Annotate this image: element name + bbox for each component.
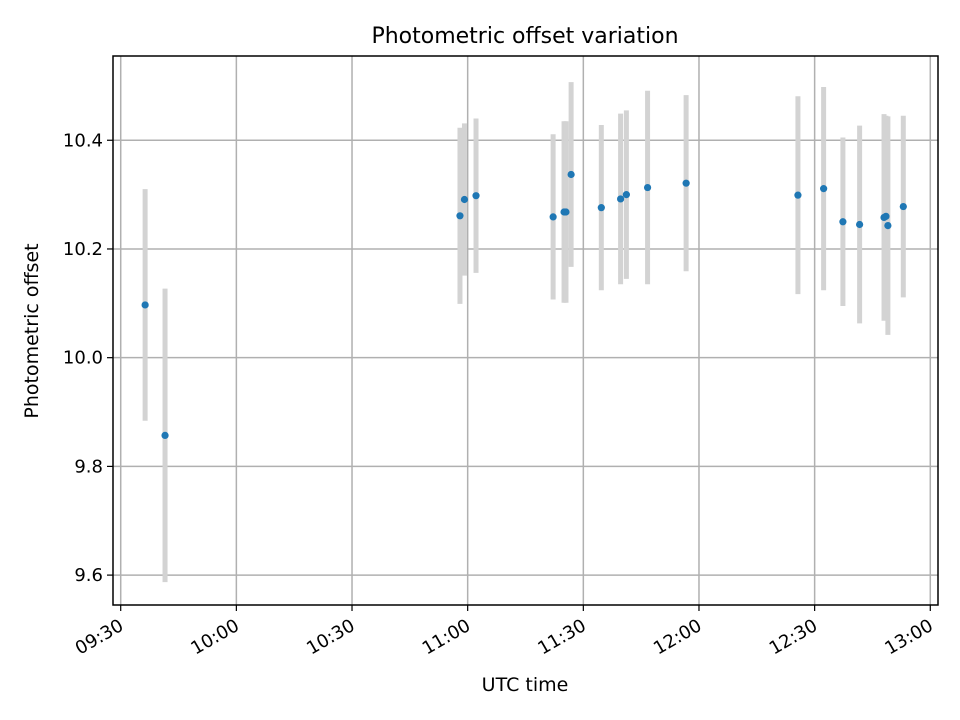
- data-point: [161, 431, 169, 440]
- x-tick-label: 11:00: [419, 615, 474, 659]
- data-point: [839, 218, 847, 226]
- plot-area-frame: [112, 55, 939, 606]
- x-tick-label: 12:30: [766, 615, 821, 659]
- y-tick-label: 10.0: [63, 348, 103, 369]
- y-tick-label: 9.8: [74, 456, 103, 477]
- y-tick-label: 9.6: [74, 565, 103, 586]
- data-point: [549, 213, 557, 221]
- data-point: [856, 220, 864, 229]
- data-point: [456, 212, 464, 220]
- y-axis-label: Photometric offset: [21, 243, 43, 418]
- data-point: [643, 183, 652, 192]
- data-point: [460, 195, 469, 204]
- data-point: [899, 202, 907, 211]
- y-tick-label: 10.4: [63, 130, 103, 151]
- data-point: [567, 170, 575, 179]
- data-point: [562, 208, 570, 216]
- error-bars: [142, 82, 906, 583]
- data-point: [820, 185, 828, 193]
- data-points: [141, 170, 907, 440]
- x-axis-ticks: 09:30 10:00 10:30 11:00 11:30 12:00 12:30 13:00: [72, 605, 937, 659]
- x-tick-label: 12:00: [650, 615, 705, 659]
- x-tick-label: 11:30: [534, 615, 589, 659]
- data-point: [682, 179, 690, 187]
- data-point: [141, 301, 149, 309]
- x-tick-label: 10:00: [187, 615, 242, 659]
- y-tick-label: 10.2: [63, 239, 103, 260]
- x-tick-label: 09:30: [72, 615, 127, 659]
- data-point: [472, 192, 480, 200]
- grid: [113, 56, 938, 605]
- x-tick-label: 13:00: [881, 615, 936, 659]
- x-axis-label: UTC time: [482, 674, 569, 696]
- chart-title: Photometric offset variation: [371, 24, 678, 49]
- data-point: [597, 204, 605, 212]
- data-point: [616, 195, 625, 203]
- data-point: [794, 191, 802, 199]
- data-point: [882, 212, 890, 220]
- data-point: [622, 191, 630, 199]
- x-tick-label: 10:30: [303, 615, 358, 659]
- y-axis-ticks: 9.6 9.8 10.0 10.2 10.4: [63, 130, 113, 586]
- data-point: [884, 221, 892, 230]
